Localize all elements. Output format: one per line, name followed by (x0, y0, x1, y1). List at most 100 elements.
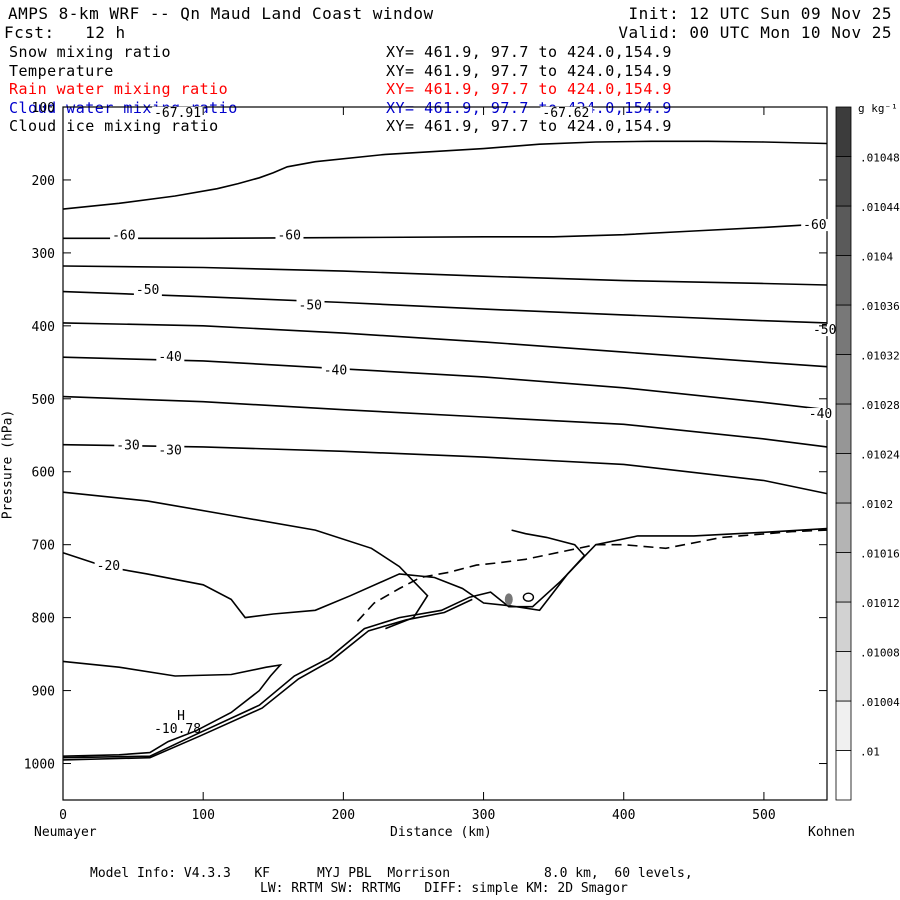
colorbar-segment (835, 700, 852, 751)
y-axis-title: Pressure (hPa) (0, 409, 16, 520)
isotherm-line (62, 395, 828, 448)
colorbar-tick-label: .0102 (860, 498, 893, 511)
y-tick-label: 800 (32, 612, 55, 627)
contour-label-bg (156, 444, 185, 457)
isotherm-line (62, 265, 828, 286)
extreme-symbol: H (177, 709, 185, 724)
field-xy-range: XY= 461.9, 97.7 to 424.0,154.9 (386, 43, 672, 61)
closed-contour (522, 592, 535, 602)
x-axis-title: Distance (km) (390, 825, 492, 840)
isotherm-line (63, 222, 828, 240)
x-tick-label: 100 (191, 808, 214, 823)
isotherm-line (62, 527, 828, 759)
right-station-label: Kohnen (808, 825, 855, 840)
isotherm-line (62, 491, 429, 630)
contour-label: -67.91 (154, 106, 201, 121)
y-tick-label: 600 (32, 466, 55, 481)
contour-label-bg (156, 351, 185, 364)
colorbar-segment (835, 106, 852, 157)
contour-label: -60 (277, 228, 300, 243)
colorbar-tick-label: .01028 (860, 399, 900, 412)
init-time: Init: 12 UTC Sun 09 Nov 25 (628, 4, 892, 23)
contour-label: -40 (158, 350, 181, 365)
colorbar-tick-label: .01004 (860, 696, 900, 709)
y-tick-label: 900 (32, 685, 55, 700)
isotherm-line (62, 443, 828, 495)
y-tick-label: 200 (32, 174, 55, 189)
x-tick-label: 500 (752, 808, 775, 823)
contour-label: -40 (809, 407, 832, 422)
colorbar-tick-label: .01036 (860, 300, 900, 313)
contour-label: -50 (136, 283, 159, 298)
left-station-label: Neumayer (34, 825, 97, 840)
colorbar-segment (835, 601, 852, 652)
x-tick-label: 0 (59, 808, 67, 823)
contour-label: -67.62 (542, 106, 589, 121)
colorbar-segment (835, 156, 852, 207)
colorbar-tick-label: .01012 (860, 597, 900, 610)
isotherm-line (62, 290, 828, 324)
isotherm-line (62, 598, 473, 761)
y-tick-label: 500 (32, 393, 55, 408)
valid-time: Valid: 00 UTC Mon 10 Nov 25 (618, 23, 892, 42)
y-tick-label: 300 (32, 247, 55, 262)
snow-mixing-ratio-patch (504, 593, 513, 606)
colorbar-segment (835, 750, 852, 801)
y-tick-label: 1000 (24, 758, 55, 773)
contour-label-bg (152, 106, 205, 119)
model-info-line2: LW: RRTM SW: RRTMG DIFF: simple KM: 2D S… (260, 881, 628, 896)
contour-label-bg (540, 106, 593, 119)
contour-label: -60 (803, 218, 826, 233)
colorbar-segment (835, 354, 852, 405)
field-name: Cloud ice mixing ratio (9, 117, 219, 135)
colorbar-segment (835, 304, 852, 355)
contour-label: -50 (813, 323, 836, 338)
field-xy-range: XY= 461.9, 97.7 to 424.0,154.9 (386, 117, 672, 135)
model-info-line1: Model Info: V4.3.3 KF MYJ PBL Morrison 8… (90, 866, 693, 881)
x-tick-label: 400 (612, 808, 635, 823)
isotherm-line (62, 322, 828, 368)
colorbar-segment (835, 502, 852, 553)
isotherm-line (62, 660, 283, 757)
contour-label: -20 (97, 559, 120, 574)
colorbar-tick-label: .01008 (860, 647, 900, 660)
field-name: Temperature (9, 61, 114, 80)
x-tick-label: 300 (472, 808, 495, 823)
contour-label-bg (810, 324, 839, 337)
field-xy-range: XY= 461.9, 97.7 to 424.0,154.9 (386, 80, 672, 98)
forecast-hour: Fcst: 12 h (4, 23, 126, 42)
field-xy-range: XY= 461.9, 97.7 to 424.0,154.9 (386, 61, 672, 80)
y-tick-label: 700 (32, 539, 55, 554)
colorbar-unit: g kg⁻¹ (858, 102, 898, 115)
contour-label: -30 (116, 438, 139, 453)
y-tick-label: 100 (32, 101, 55, 116)
colorbar-tick-label: .01044 (860, 201, 900, 214)
contour-label-bg (110, 229, 139, 242)
isotherm-line (62, 140, 828, 210)
colorbar-segment (835, 552, 852, 603)
contour-label-bg (296, 299, 325, 312)
colorbar-tick-label: .01 (860, 746, 880, 759)
x-tick-label: 200 (332, 808, 355, 823)
contour-label: -40 (324, 363, 347, 378)
contour-label-bg (94, 559, 123, 572)
contour-label-bg (321, 364, 350, 377)
contour-label-bg (114, 439, 143, 452)
isotherm-line (62, 529, 586, 619)
contour-label: -60 (112, 228, 135, 243)
colorbar-segment (835, 255, 852, 306)
chart-title: AMPS 8-km WRF -- Qn Maud Land Coast wind… (8, 4, 434, 23)
contour-label-bg (133, 284, 162, 297)
isotherm-line (62, 356, 828, 411)
contour-label-bg (801, 219, 830, 232)
colorbar-segment (835, 403, 852, 454)
colorbar-tick-label: .01048 (860, 152, 900, 165)
colorbar-tick-label: .01024 (860, 449, 900, 462)
field-name: Rain water mixing ratio (9, 80, 229, 98)
colorbar-tick-label: .0104 (860, 251, 893, 264)
contour-label: -30 (158, 444, 181, 459)
colorbar-segment (835, 453, 852, 504)
colorbar-segment (835, 651, 852, 702)
extreme-value: -10.78 (154, 722, 201, 737)
